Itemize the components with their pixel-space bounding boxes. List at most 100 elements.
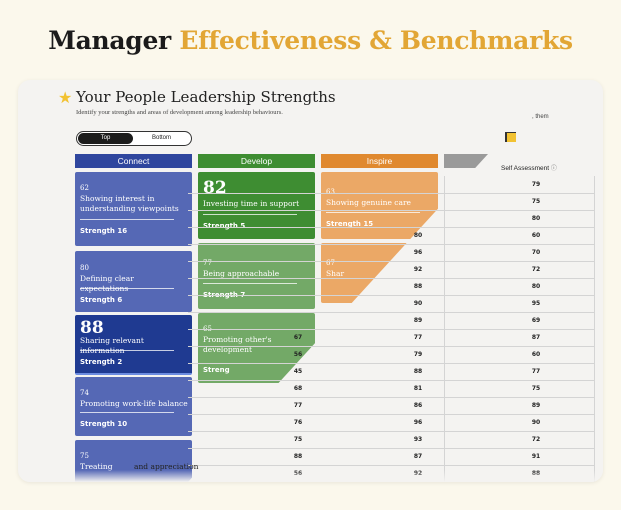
table-cell: 67 — [293, 334, 303, 341]
tile-develop-2[interactable]: 77 Being approachable Strength 7 — [198, 243, 315, 309]
table-cell: 69 — [531, 317, 541, 324]
table-row: 92 72 — [188, 261, 594, 279]
self-assessment-header: Self Assessment ⓘ — [501, 163, 557, 172]
tile-label-tail: and appreciation — [134, 462, 199, 471]
tile-label: Treating — [80, 462, 113, 471]
table-cell — [238, 261, 358, 278]
tile-label: Showing interest in understanding viewpo… — [80, 194, 179, 213]
table-cell — [358, 210, 478, 227]
table-cell: 72 — [531, 436, 541, 443]
page-headline: Manager Effectiveness & Benchmarks — [0, 26, 621, 55]
table-cell: 88 — [413, 368, 423, 375]
headline-part-2: Effectiveness & Benchmarks — [179, 26, 573, 55]
table-cell — [238, 193, 358, 210]
table-cell: 56 — [293, 351, 303, 358]
info-icon[interactable]: ⓘ — [550, 166, 557, 172]
tile-score: 77 — [203, 259, 212, 267]
tile-strength: Strength 16 — [80, 227, 128, 235]
table-cell — [188, 346, 238, 363]
table-cell — [188, 176, 238, 193]
tile-score: 80 — [80, 264, 89, 272]
table-cell: 75 — [293, 436, 303, 443]
table-cell — [188, 414, 238, 431]
table-cell — [188, 193, 238, 210]
table-cell — [238, 210, 358, 227]
table-cell: 88 — [293, 453, 303, 460]
table-row: 75 93 72 — [188, 431, 594, 449]
table-cell — [188, 431, 238, 448]
table-cell: 75 — [531, 198, 541, 205]
table-cell: 89 — [413, 317, 423, 324]
table-row: 88 80 — [188, 278, 594, 296]
table-cell — [238, 176, 358, 193]
tile-divider — [80, 219, 174, 220]
table-cell — [188, 210, 238, 227]
column-header-develop: Develop — [198, 154, 315, 168]
table-cell: 86 — [413, 402, 423, 409]
tile-label: Showing genuine care — [326, 198, 411, 207]
table-cell: 96 — [413, 249, 423, 256]
tile-connect-3[interactable]: 88 Sharing relevant information Strength… — [75, 315, 192, 375]
tile-score: 75 — [80, 452, 89, 460]
table-cell: 68 — [293, 385, 303, 392]
table-cell: 77 — [293, 402, 303, 409]
table-cell — [358, 176, 478, 193]
tile-divider — [203, 283, 297, 284]
table-row: 80 — [188, 210, 594, 228]
table-cell — [188, 278, 238, 295]
table-cell: 79 — [413, 351, 423, 358]
table-cell: 77 — [413, 334, 423, 341]
tile-label: Investing time in support — [203, 199, 300, 208]
table-cell: 87 — [531, 334, 541, 341]
tile-score: 63 — [326, 188, 335, 196]
table-cell — [188, 397, 238, 414]
tile-score: 67 — [326, 259, 335, 267]
bottom-fade — [18, 470, 603, 482]
table-cell: 90 — [531, 419, 541, 426]
star-icon: ★ — [58, 88, 73, 107]
column-header-inspire: Inspire — [321, 154, 438, 168]
table-column-divider — [594, 176, 595, 482]
table-cell — [238, 278, 358, 295]
table-cell: 81 — [413, 385, 423, 392]
table-cell: 87 — [413, 453, 423, 460]
tile-strength: Strength 5 — [203, 222, 246, 230]
table-cell: 95 — [531, 300, 541, 307]
table-cell: 60 — [531, 232, 541, 239]
tile-label: Promoting other's development — [203, 335, 272, 354]
table-cell: 75 — [531, 385, 541, 392]
table-row: 76 96 90 — [188, 414, 594, 432]
toggle-bottom-option[interactable]: Bottom — [151, 135, 171, 141]
table-cell — [238, 227, 358, 244]
tile-label: Promoting work-life balance — [80, 399, 188, 408]
table-row: 75 — [188, 193, 594, 211]
table-cell — [188, 312, 238, 329]
tile-divider — [80, 288, 174, 289]
table-cell: 90 — [413, 300, 423, 307]
table-cell: 79 — [531, 181, 541, 188]
tile-divider — [203, 214, 297, 215]
table-row: 90 95 — [188, 295, 594, 313]
table-row: 88 87 91 — [188, 448, 594, 466]
tile-connect-2[interactable]: 80 Defining clear expectations Strength … — [75, 251, 192, 312]
table-cell — [188, 261, 238, 278]
tile-divider — [326, 212, 420, 213]
table-cell: 70 — [531, 249, 541, 256]
table-cell — [238, 312, 358, 329]
tile-label: Shar — [326, 269, 345, 278]
tile-divider — [80, 350, 174, 351]
table-row: 89 69 — [188, 312, 594, 330]
table-cell: 60 — [531, 351, 541, 358]
tile-connect-4[interactable]: 74 Promoting work-life balance Strength … — [75, 377, 192, 436]
table-cell: 96 — [413, 419, 423, 426]
top-bottom-toggle[interactable]: Top Bottom — [76, 131, 192, 146]
tile-connect-1[interactable]: 62 Showing interest in understanding vie… — [75, 172, 192, 246]
table-cell: 45 — [293, 368, 303, 375]
table-cell: 91 — [531, 453, 541, 460]
toggle-top-option[interactable]: Top — [78, 133, 133, 144]
tile-label: Being approachable — [203, 269, 280, 278]
table-cell: 80 — [531, 215, 541, 222]
table-row: 45 88 77 — [188, 363, 594, 381]
table-row: 80 60 — [188, 227, 594, 245]
table-cell: 72 — [531, 266, 541, 273]
